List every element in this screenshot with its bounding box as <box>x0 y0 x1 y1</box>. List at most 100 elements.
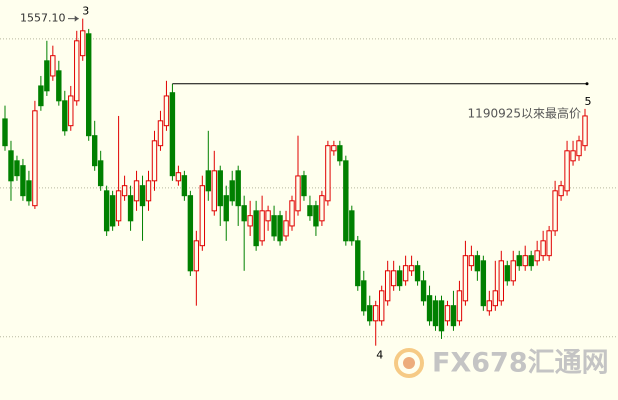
candle-body <box>121 185 128 197</box>
watermark: FX678汇通网 <box>432 348 609 379</box>
candle-body <box>56 70 62 102</box>
candle-body <box>331 145 337 152</box>
candle-body <box>468 255 475 267</box>
candle-body <box>456 290 463 322</box>
candle-body <box>438 300 445 332</box>
annotation: 1190925以來最高价 <box>468 105 581 120</box>
candle-body <box>193 240 200 272</box>
candle-body <box>187 195 194 272</box>
candle-body <box>355 240 361 287</box>
candle-body <box>109 195 116 227</box>
candle-body <box>271 215 277 237</box>
candle-body <box>337 145 343 162</box>
candle-body <box>127 195 134 222</box>
candle-body <box>564 150 570 192</box>
candle-body <box>97 160 104 187</box>
candle-body <box>474 255 481 272</box>
wave-label: 5 <box>585 95 592 108</box>
logo-dot <box>403 357 415 369</box>
candle-body <box>367 305 373 322</box>
candle-body <box>522 255 528 267</box>
candle-body <box>510 260 516 282</box>
candle-body <box>379 290 385 322</box>
candle-body <box>313 205 319 227</box>
candle-body <box>199 185 206 247</box>
candle-body <box>540 240 546 257</box>
candle-body <box>576 140 582 157</box>
candle-body <box>426 295 433 322</box>
candle-body <box>528 255 534 267</box>
candle-body <box>516 255 522 267</box>
candle-body <box>402 265 409 282</box>
candle-body <box>343 160 349 242</box>
logo-ring <box>394 348 424 378</box>
candle-body <box>223 195 229 222</box>
candle-body <box>462 255 469 302</box>
candle-body <box>504 265 510 282</box>
candle-body <box>486 300 493 312</box>
candle-body <box>26 180 32 202</box>
candle-body <box>86 33 92 137</box>
annotations: 1557.10 3 4 5 1190925以來最高价 <box>20 5 592 362</box>
candle-body <box>498 260 504 302</box>
candle-body <box>68 95 74 127</box>
candle-body <box>259 210 265 242</box>
candle-body <box>253 210 259 247</box>
candle-body <box>44 60 50 92</box>
candle-body <box>32 110 38 207</box>
candle-body <box>133 180 140 202</box>
candle-body <box>14 160 20 177</box>
reference-end <box>585 82 589 86</box>
candle-body <box>2 118 8 147</box>
candle-body <box>301 175 307 197</box>
candle-body <box>265 210 271 222</box>
candle-body <box>247 215 253 227</box>
candle-body <box>50 55 56 77</box>
candle-body <box>157 120 164 147</box>
grid <box>0 38 618 338</box>
candle-body <box>295 175 301 212</box>
candle-body <box>450 305 457 327</box>
candle-body <box>307 205 313 217</box>
candle-body <box>103 190 110 232</box>
candle-body <box>390 270 397 287</box>
candle-body <box>492 290 499 307</box>
candle-body <box>145 180 152 202</box>
watermark-logo <box>394 348 424 378</box>
candle-body <box>552 190 558 232</box>
candle-body <box>432 300 439 327</box>
candle-body <box>534 250 540 262</box>
candle-body <box>175 172 182 182</box>
candle-body <box>20 165 26 197</box>
candle-body <box>217 170 223 207</box>
candle-body <box>480 260 487 307</box>
candle-body <box>582 115 588 147</box>
candle-body <box>384 270 391 302</box>
candle-body <box>62 100 68 132</box>
candle-body <box>91 135 98 167</box>
candle-body <box>277 215 283 242</box>
candle-body <box>181 175 188 197</box>
candle-body <box>169 92 176 177</box>
candle-body <box>558 185 564 197</box>
candle-body <box>205 170 211 192</box>
high-label: 1557.10 <box>20 12 66 25</box>
high-arrow-head <box>74 15 79 22</box>
wave-label: 4 <box>376 349 383 362</box>
candle-body <box>74 40 80 102</box>
candle-body <box>361 280 367 312</box>
candle-body <box>283 220 289 237</box>
candle-body <box>546 230 552 257</box>
candle-body <box>241 205 247 222</box>
candle-body <box>408 265 415 272</box>
candle-body <box>211 170 217 212</box>
candle-body <box>151 140 158 182</box>
candle-body <box>80 30 86 57</box>
candles <box>2 18 588 346</box>
candle-body <box>420 280 427 302</box>
candle-body <box>289 200 295 227</box>
candle-body <box>444 305 451 322</box>
